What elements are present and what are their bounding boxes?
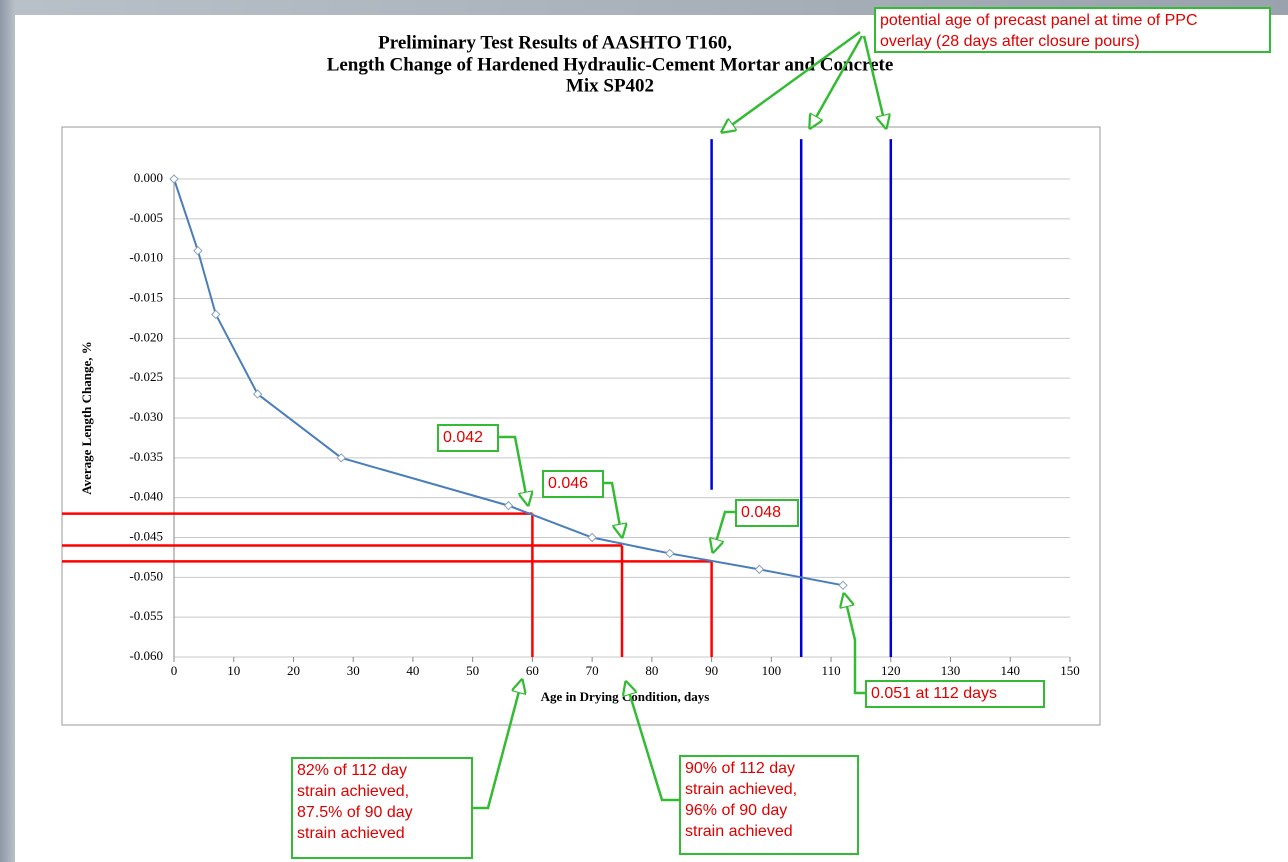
point-marker — [169, 174, 179, 184]
y-tick-label: 0.000 — [134, 170, 163, 185]
point-marker — [665, 548, 675, 559]
series-line — [173, 178, 844, 587]
x-tick-label: 70 — [586, 663, 599, 678]
arrow — [862, 35, 886, 128]
point-marker — [838, 580, 848, 591]
y-axis-title: Average Length Change, % — [79, 341, 94, 495]
annotation-box — [437, 424, 499, 452]
x-tick-label: 10 — [227, 663, 240, 678]
annotation-box — [735, 499, 799, 527]
x-tick-label: 20 — [287, 663, 300, 678]
chart-title: Length Change of Hardened Hydraulic-Ceme… — [327, 54, 894, 75]
x-tick-label: 130 — [941, 663, 961, 678]
annotation-text: overlay (28 days after closure pours) — [880, 33, 1140, 50]
y-tick-label: -0.035 — [129, 449, 163, 464]
x-tick-label: 50 — [466, 663, 479, 678]
annotation-text: 90% of 112 day — [685, 760, 795, 777]
y-tick-label: -0.010 — [129, 250, 163, 265]
annotation-text: potential age of precast panel at time o… — [880, 12, 1198, 29]
x-axis-title: Age in Drying Condition, days — [541, 689, 710, 704]
annotation-text: strain achieved, — [685, 781, 797, 798]
point-marker — [754, 564, 765, 575]
x-tick-label: 80 — [645, 663, 658, 678]
y-tick-label: -0.025 — [129, 369, 163, 384]
y-tick-label: -0.020 — [129, 329, 163, 344]
slide — [15, 15, 1288, 862]
y-tick-label: -0.015 — [129, 289, 163, 304]
point-marker — [211, 309, 221, 320]
annotation-text: strain achieved — [297, 825, 405, 842]
arrow — [498, 435, 528, 505]
arrow — [603, 481, 622, 537]
y-tick-label: -0.055 — [129, 608, 163, 623]
annotation-box — [874, 7, 1271, 53]
arrow — [626, 682, 680, 802]
annotation-box — [542, 470, 604, 498]
y-tick-label: -0.030 — [129, 409, 163, 424]
annotation-text: strain achieved — [685, 823, 793, 840]
point-marker — [503, 500, 514, 511]
x-tick-label: 0 — [171, 663, 178, 678]
arrow — [713, 510, 736, 552]
arrow — [722, 30, 861, 132]
y-tick-label: -0.060 — [129, 648, 163, 663]
annotation-text: 82% of 112 day — [297, 762, 407, 779]
point-marker — [587, 532, 597, 543]
annotation-text: 0.051 at 112 days — [871, 685, 997, 702]
point-marker — [193, 245, 203, 256]
chart-frame — [61, 126, 1101, 726]
arrow — [472, 680, 522, 810]
x-tick-label: 40 — [406, 663, 419, 678]
chart-title: Preliminary Test Results of AASHTO T160, — [378, 32, 732, 53]
arrow — [844, 594, 866, 695]
x-tick-label: 30 — [347, 663, 360, 678]
y-tick-label: -0.045 — [129, 528, 163, 543]
annotation-text: 87.5% of 90 day — [297, 804, 413, 821]
annotation-box — [679, 755, 859, 855]
x-tick-label: 110 — [822, 663, 841, 678]
x-tick-label: 60 — [526, 663, 539, 678]
point-marker — [252, 389, 263, 399]
annotation-text: 96% of 90 day — [685, 802, 787, 819]
x-tick-label: 100 — [762, 663, 782, 678]
chart-title: Mix SP402 — [566, 75, 654, 96]
y-tick-label: -0.005 — [129, 210, 163, 225]
annotation-text: strain achieved, — [297, 783, 409, 800]
annotation-box — [865, 680, 1045, 708]
x-tick-label: 150 — [1060, 663, 1080, 678]
annotation-text: 0.046 — [548, 475, 588, 492]
x-tick-label: 140 — [1001, 663, 1021, 678]
point-marker — [336, 453, 346, 463]
x-tick-label: 120 — [881, 663, 901, 678]
y-tick-label: -0.040 — [129, 489, 163, 504]
annotation-text: 0.048 — [741, 504, 781, 521]
annotation-text: 0.042 — [443, 429, 483, 446]
x-tick-label: 90 — [705, 663, 718, 678]
arrow — [810, 35, 864, 128]
annotation-box — [291, 757, 473, 859]
y-tick-label: -0.050 — [129, 568, 163, 583]
